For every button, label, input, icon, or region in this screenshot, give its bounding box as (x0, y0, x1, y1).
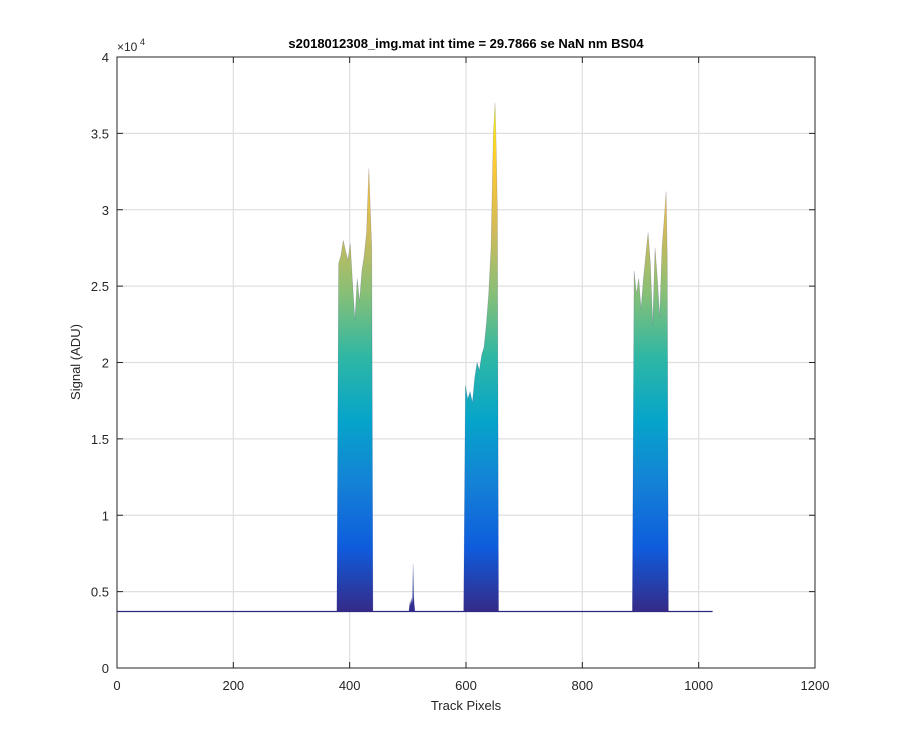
y-tick-label-1: 0.5 (91, 585, 109, 600)
y-tick-label-7: 3.5 (91, 126, 109, 141)
y-tick-label-5: 2.5 (91, 279, 109, 294)
x-tick-label-1: 200 (222, 678, 244, 693)
x-axis-label: Track Pixels (431, 698, 502, 713)
y-tick-label-0: 0 (102, 661, 109, 676)
y-exponent-label: ×10 4 (117, 37, 145, 54)
signal-peak-2 (408, 564, 415, 612)
x-tick-label-4: 800 (571, 678, 593, 693)
x-tick-label-0: 0 (113, 678, 120, 693)
x-tick-label-5: 1000 (684, 678, 713, 693)
signal-peak-outline-1 (336, 168, 374, 612)
signal-peak-3 (463, 102, 499, 612)
x-tick-label-6: 1200 (801, 678, 830, 693)
svg-text:×10: ×10 (117, 40, 138, 54)
data-series (117, 102, 713, 613)
chart-title: s2018012308_img.mat int time = 29.7866 s… (288, 36, 644, 51)
signal-peak-1 (336, 168, 373, 612)
y-tick-label-8: 4 (102, 50, 109, 65)
signal-peak-outline-2 (408, 564, 416, 612)
y-axis-label: Signal (ADU) (68, 324, 83, 400)
signal-peak-outline-3 (463, 102, 499, 612)
y-tick-label-2: 1 (102, 508, 109, 523)
x-tick-label-2: 400 (339, 678, 361, 693)
y-tick-label-3: 1.5 (91, 432, 109, 447)
signal-peak-outline-4 (632, 191, 669, 612)
y-tick-label-6: 3 (102, 203, 109, 218)
y-tick-label-4: 2 (102, 356, 109, 371)
signal-peak-4 (632, 191, 669, 612)
axis-ticks: 0 200 400 600 800 1000 1200 0 0.5 1 1.5 2 2.5 3 3.5 4 (91, 50, 830, 693)
x-tick-label-3: 600 (455, 678, 477, 693)
svg-text:4: 4 (140, 37, 145, 47)
